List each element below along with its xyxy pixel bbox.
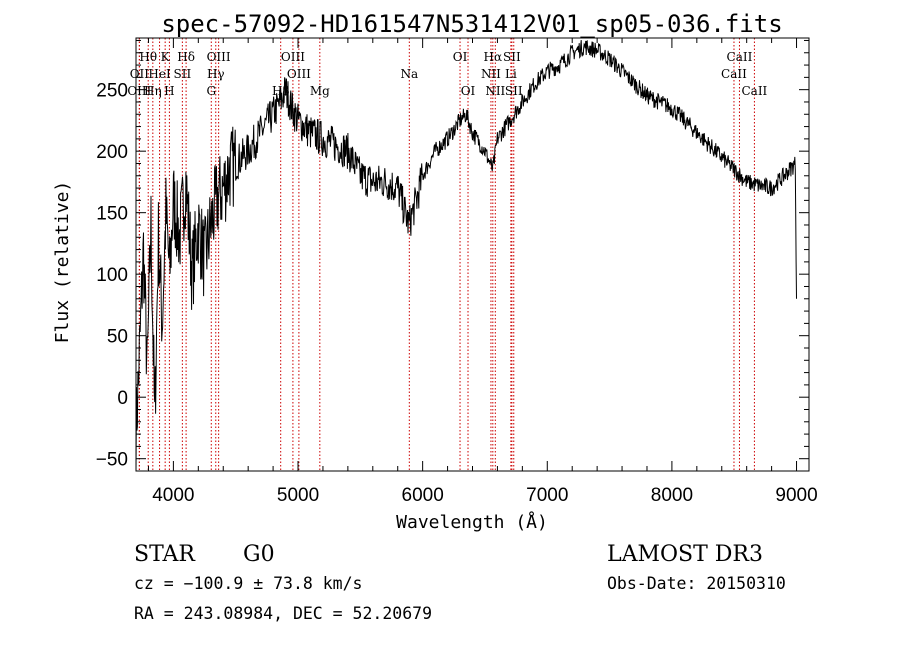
observation-date: Obs-Date: 20150310 — [607, 574, 786, 593]
y-tick-label: 100 — [96, 265, 128, 286]
x-tick-label: 9000 — [775, 485, 817, 506]
spectral-line-label: SII — [505, 84, 523, 98]
survey-name: LAMOST DR3 — [607, 542, 763, 567]
plot-frame — [135, 37, 810, 472]
object-subclass: G0 — [243, 542, 275, 567]
spectral-line-label: Hα — [484, 50, 503, 64]
x-axis: 4000 5000 6000 7000 8000 9000 — [147, 38, 818, 506]
x-tick-label: 7000 — [526, 485, 568, 506]
x-tick-label: 6000 — [402, 485, 444, 506]
spectral-line-label: Hγ — [207, 67, 225, 81]
spectral-line-label: OIII — [127, 84, 151, 98]
spectral-line-label: CaII — [727, 50, 753, 64]
redshift-readout: cz = −100.9 ± 73.8 km/s — [134, 574, 362, 593]
chart-title: spec-57092-HD161547N531412V01_sp05-036.f… — [161, 10, 782, 38]
spectrum-series-line — [135, 40, 797, 472]
y-tick-label: 150 — [96, 204, 128, 225]
spectral-line-label: CaII — [741, 84, 767, 98]
spectral-line-label: OIII — [207, 50, 231, 64]
spectral-line-label: OIII — [281, 50, 305, 64]
x-tick-label: 8000 — [651, 485, 693, 506]
y-axis: −50 0 50 100 150 200 250 — [96, 39, 809, 471]
spectral-line-label: Li — [505, 67, 517, 81]
spectral-line-label: OI — [453, 50, 468, 64]
spectral-line-label: OI — [461, 84, 476, 98]
spectral-line-label: Mg — [310, 84, 330, 98]
spectral-line-label: G — [206, 84, 216, 98]
x-tick-label: 4000 — [152, 485, 194, 506]
spectral-line-label: K — [161, 50, 171, 64]
spectral-line-label: SII — [174, 67, 192, 81]
spectral-line-markers — [138, 38, 755, 471]
spectral-line-label: CaII — [721, 67, 747, 81]
y-tick-label: 50 — [107, 327, 128, 348]
coordinates-readout: RA = 243.08984, DEC = 52.20679 — [134, 604, 432, 623]
object-class: STAR — [134, 542, 196, 567]
spectral-line-label: Hη — [144, 84, 162, 98]
y-tick-label: 0 — [117, 388, 128, 409]
spectral-line-label: HeI — [148, 67, 171, 81]
y-tick-label: 200 — [96, 142, 128, 163]
y-axis-label: Flux (relative) — [52, 181, 73, 344]
spectral-line-label: OII — [130, 67, 150, 81]
x-axis-label: Wavelength (Å) — [396, 511, 548, 533]
spectral-line-labels: Hθ OII OIII K HeI Hη H Hδ SII OIII Hγ G Hβ OIII OIII Mg… — [127, 50, 767, 98]
spectral-line-label: NII — [481, 67, 501, 81]
x-tick-label: 5000 — [277, 485, 319, 506]
spectral-line-label: Hθ — [139, 50, 157, 64]
spectral-line-label: OIII — [287, 67, 311, 81]
spectral-line-label: H — [164, 84, 174, 98]
y-tick-label: −50 — [96, 450, 128, 471]
y-tick-label: 250 — [96, 81, 128, 102]
spectral-line-label: SII — [503, 50, 521, 64]
spectral-line-label: Hβ — [272, 84, 289, 98]
spectral-line-label: NII — [485, 84, 505, 98]
spectral-line-label: Hδ — [177, 50, 195, 64]
spectral-line-label: Na — [400, 67, 418, 81]
